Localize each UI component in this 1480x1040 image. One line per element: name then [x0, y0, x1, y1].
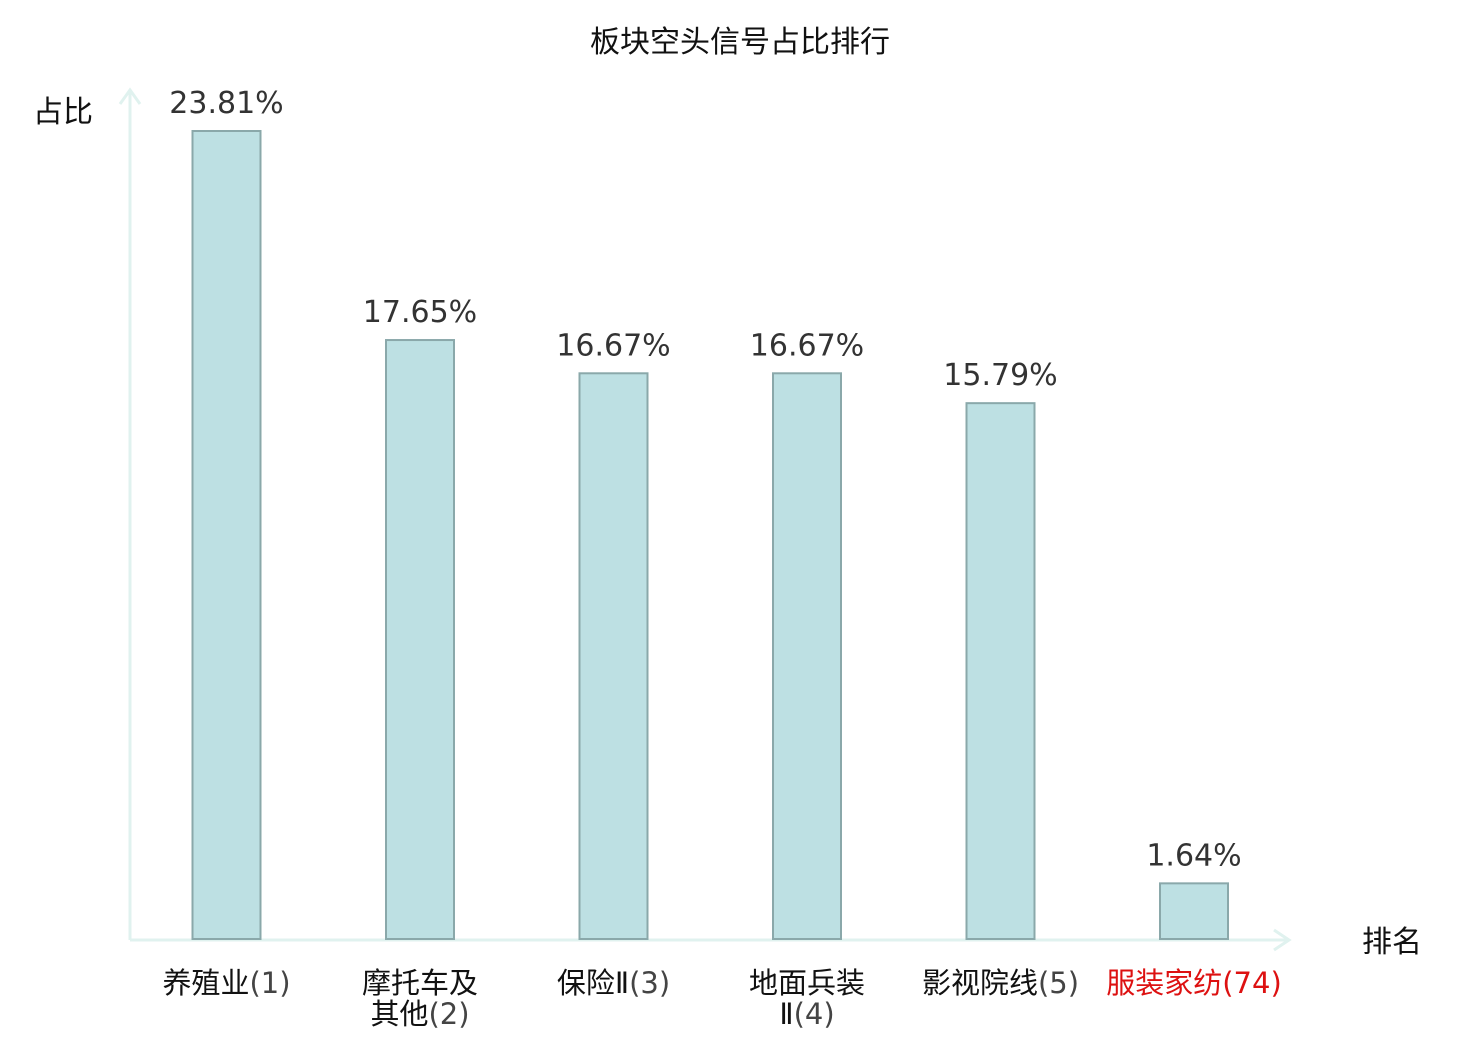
bar-5 [965, 402, 1036, 941]
value-label-2: 17.65% [363, 295, 477, 330]
category-name-4-line-2: Ⅱ [779, 997, 793, 1031]
x-axis-label: 排名 [1362, 925, 1422, 960]
category-name-4-line-1: 地面兵装 [749, 966, 865, 1000]
category-label-1: 养殖业(1) [162, 966, 290, 1000]
bar-1 [191, 130, 262, 940]
category-label-6: 服装家纺(74) [1106, 966, 1282, 1000]
category-name-5-line-1: 影视院线 [922, 966, 1038, 1000]
category-label-3: 保险Ⅱ(3) [557, 966, 670, 1000]
value-label-4: 16.67% [750, 328, 864, 363]
category-rank-3: (3) [629, 966, 670, 1000]
category-name-2-line-2: 其他 [370, 997, 428, 1031]
chart-title: 板块空头信号占比排行 [590, 25, 890, 60]
y-axis-label: 占比 [33, 95, 93, 130]
category-label-5: 影视院线(5) [922, 966, 1079, 1000]
category-name-3-line-1: 保险Ⅱ [557, 966, 629, 1000]
category-name-2-line-1: 摩托车及 [362, 966, 478, 1000]
bar-4 [772, 372, 842, 940]
value-label-1: 23.81% [169, 86, 283, 121]
value-label-3: 16.67% [556, 328, 670, 363]
y-axis-arrow [118, 87, 142, 105]
bar-2 [385, 339, 455, 940]
bar-series [191, 130, 1229, 941]
category-rank-4: (4) [794, 997, 835, 1031]
category-rank-5: (5) [1038, 966, 1079, 1000]
bar-6 [1159, 882, 1229, 940]
category-label-4: 地面兵装 Ⅱ(4) [749, 966, 865, 1031]
value-labels: 23.81% 17.65% 16.67% 16.67% 15.79% 1.64% [169, 86, 1241, 873]
value-label-6: 1.64% [1146, 838, 1241, 873]
bar-3 [578, 372, 649, 940]
category-label-2: 摩托车及其他(2) [362, 966, 478, 1031]
category-rank-2: (2) [428, 997, 469, 1031]
category-rank-1: (1) [249, 966, 290, 1000]
category-name-6-line-1: 服装家纺 [1106, 966, 1222, 1000]
category-name-1-line-1: 养殖业 [162, 966, 249, 1000]
category-rank-6: (74) [1222, 966, 1282, 1000]
x-axis-arrow [1273, 928, 1292, 952]
value-label-5: 15.79% [943, 358, 1057, 393]
category-labels: 养殖业(1) 摩托车及其他(2) 保险Ⅱ(3) 地面兵装 Ⅱ(4) 影视院线(5) 服装家纺… [162, 966, 1281, 1031]
